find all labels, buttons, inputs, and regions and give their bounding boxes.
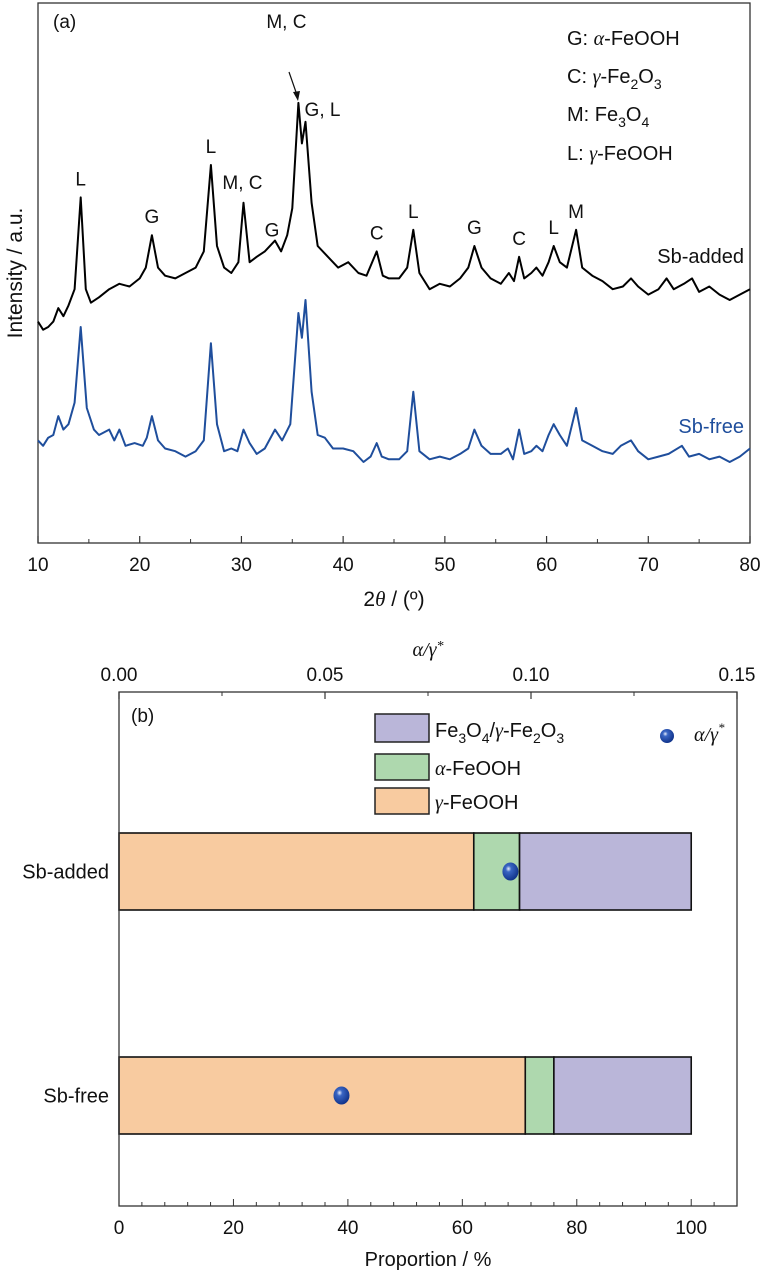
x-tick-label: 30 <box>231 555 252 576</box>
legend-swatch-gamma-feooh <box>374 787 430 815</box>
mc-arrow <box>288 71 300 101</box>
phase-legend-l: L: γ-FeOOH <box>567 143 673 165</box>
x-tick-label: 60 <box>536 555 557 576</box>
peak-label: M, C <box>222 173 262 194</box>
x-tick-label: 100 <box>675 1218 707 1239</box>
panel-b-top-axis-title: α/γ* <box>413 639 444 661</box>
peak-label: M <box>568 202 584 223</box>
peak-label: L <box>408 202 419 223</box>
phase-legend: G: α-FeOOH C: γ-Fe2O3 M: Fe3O4 L: γ-FeOO… <box>567 28 680 165</box>
x-tick-label: 80 <box>739 555 760 576</box>
legend-swatch-fe3o4-fe2o3 <box>374 713 430 743</box>
x-tick-label: 40 <box>333 555 354 576</box>
legend-ratio-marker <box>660 729 674 743</box>
panel-a-y-axis-title: Intensity / a.u. <box>4 208 27 339</box>
x-tick-label: 80 <box>566 1218 587 1239</box>
x-tick-label: 0 <box>114 1218 125 1239</box>
bar-segment <box>118 832 475 911</box>
legend-label-ratio: α/γ* <box>694 720 725 746</box>
panel-b-proportion: α/γ* 0.00 0.05 0.10 0.15 0 20 40 60 80 100 (b) F… <box>22 639 755 1271</box>
series-line-sb-free <box>37 299 751 463</box>
legend-label-alpha-feooh: α-FeOOH <box>435 758 521 780</box>
x-tick-label: 10 <box>27 555 48 576</box>
peak-label: G <box>145 207 160 228</box>
panel-b-bars <box>118 832 693 1135</box>
panel-a-series <box>37 101 751 463</box>
panel-a-x-ticks: 10 20 30 40 50 60 70 80 <box>27 536 761 576</box>
category-label: Sb-free <box>43 1086 109 1108</box>
panel-b-category-labels: Sb-added Sb-free <box>22 862 109 1108</box>
legend-label-gamma-feooh: γ-FeOOH <box>435 792 518 814</box>
x-tick-label: 60 <box>452 1218 473 1239</box>
peak-label: L <box>206 137 217 158</box>
peak-label: G <box>467 218 482 239</box>
legend-swatch-alpha-feooh <box>374 753 430 781</box>
x-tick-label: 50 <box>434 555 455 576</box>
peak-label: G, L <box>305 100 341 121</box>
panel-b-x-axis-title: Proportion / % <box>365 1249 492 1271</box>
legend-label-fe3o4-fe2o3: Fe3O4/γ-Fe2O3 <box>435 720 564 746</box>
ratio-point <box>502 862 519 881</box>
peak-label: L <box>548 218 559 239</box>
phase-legend-m: M: Fe3O4 <box>567 104 649 130</box>
peak-label: L <box>75 169 86 190</box>
panel-b-frame <box>118 691 738 1207</box>
panel-b-label: (b) <box>131 706 154 727</box>
series-line-sb-added <box>37 101 751 331</box>
ratio-point <box>333 1086 350 1105</box>
category-label: Sb-added <box>22 862 109 884</box>
series-label-sb-added: Sb-added <box>657 246 744 268</box>
peak-label: M, C <box>266 12 306 33</box>
peak-label: C <box>370 223 384 244</box>
panel-a-label: (a) <box>53 12 76 33</box>
bar-segment <box>553 1056 693 1135</box>
peak-label: C <box>512 229 526 250</box>
phase-legend-c: C: γ-Fe2O3 <box>567 66 662 92</box>
x-tick-label: 70 <box>638 555 659 576</box>
bar-segment <box>118 1056 527 1135</box>
phase-legend-g: G: α-FeOOH <box>567 28 680 50</box>
top-tick-label: 0.05 <box>307 665 344 686</box>
panel-b-x-ticks: 0 20 40 60 80 100 <box>114 1199 715 1239</box>
top-tick-label: 0.00 <box>101 665 138 686</box>
top-tick-label: 0.15 <box>719 665 756 686</box>
panel-b-top-ticks: 0.00 0.05 0.10 0.15 <box>101 665 756 699</box>
series-label-sb-free: Sb-free <box>678 416 744 438</box>
top-tick-label: 0.10 <box>513 665 550 686</box>
ratio-marker-icon <box>660 729 674 743</box>
x-tick-label: 20 <box>223 1218 244 1239</box>
panel-b-legend: Fe3O4/γ-Fe2O3 α-FeOOH γ-FeOOH α/γ* <box>374 713 725 815</box>
bar-segment <box>518 832 693 911</box>
peak-label: G <box>265 221 280 242</box>
x-tick-label: 40 <box>337 1218 358 1239</box>
x-tick-label: 20 <box>129 555 150 576</box>
panel-a-x-axis-title: 2θ / (º) <box>363 587 424 611</box>
bar-segment <box>524 1056 555 1135</box>
